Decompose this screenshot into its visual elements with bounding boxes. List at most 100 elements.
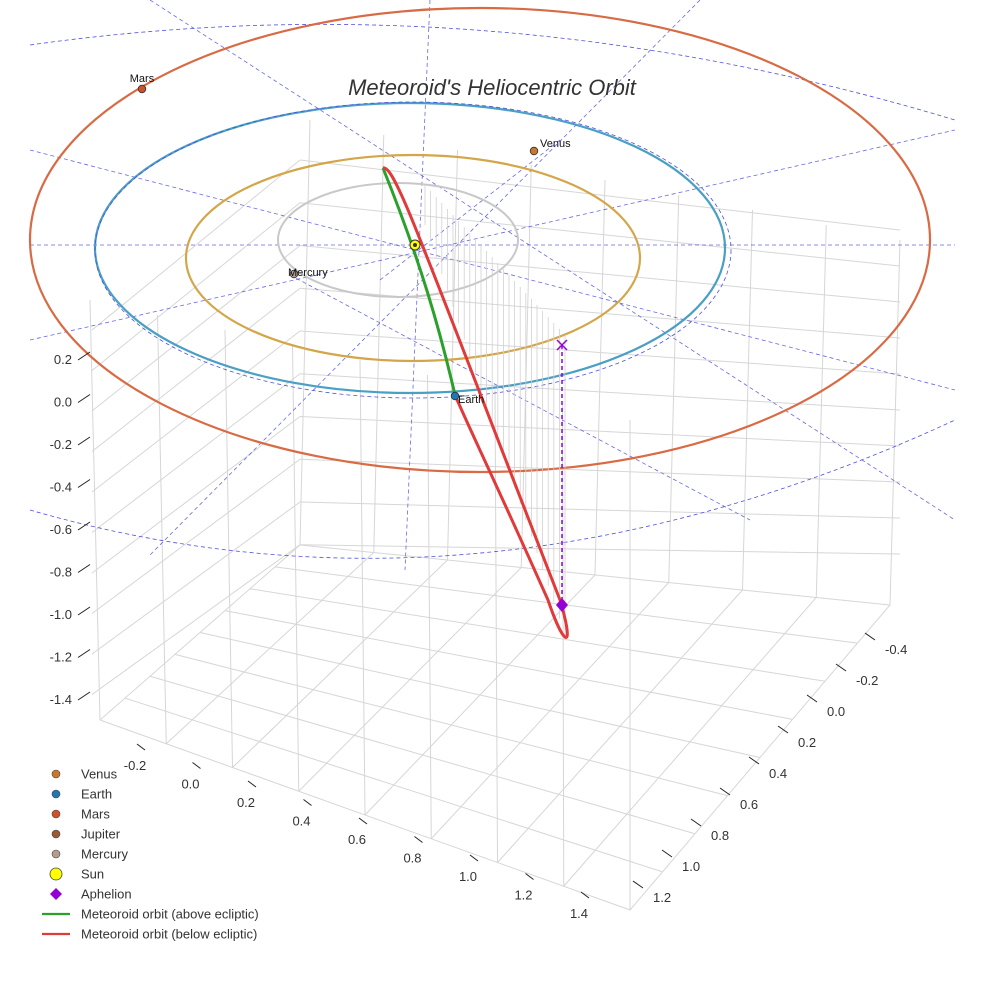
x-tick-label: 0.4 [769,766,787,781]
grid-line [91,373,301,533]
grid-line [299,159,901,231]
grid-line [299,544,901,555]
grid-line [224,610,793,720]
mercury-marker [289,269,299,279]
legend-label: Venus [81,767,118,782]
grid-line [497,589,743,863]
legend-earth-marker [51,789,61,799]
legend-label: Mercury [81,847,128,862]
guide-line [149,0,956,521]
z-tick-label: -0.2 [50,437,72,452]
grid-line [199,632,761,758]
x-tick-mark [835,663,847,672]
grid-line [668,194,680,583]
legend-label: Jupiter [81,827,121,842]
grid [89,119,901,911]
earth-orbit [93,101,727,395]
x-tick-label: 1.2 [653,890,671,905]
legend-label: Meteoroid orbit (above ecliptic) [81,907,259,922]
y-tick-label: 0.8 [403,851,421,866]
y-tick-mark [414,836,423,843]
grid-line [91,458,301,614]
y-tick-label: -0.2 [124,758,146,773]
grid-line [494,389,498,863]
z-tick-mark [77,351,91,361]
x-tick-label: 1.0 [682,859,700,874]
legend-jupiter-marker [51,829,61,839]
mercury-orbit [277,182,519,298]
y-tick-mark [580,891,590,899]
x-tick-mark [777,725,789,734]
legend-aphelion-marker [50,888,62,900]
legend: Venus Earth Mars Jupiter Mercury Sun Aphelion M… [42,767,259,942]
legend-sun-marker [49,867,63,881]
grid-line [889,239,901,606]
mars-marker [137,84,147,94]
venus-orbit [184,153,642,363]
x-tick-mark [748,756,760,765]
mercury-label: Mercury [288,267,328,279]
grid-line [299,245,901,303]
z-tick-label: -0.6 [50,522,72,537]
x-tick-label: 0.0 [827,704,845,719]
x-tick-mark [864,632,876,641]
grid-line [299,119,311,546]
grid-line [299,287,901,339]
grid-line [430,582,670,840]
sun-core [413,243,417,247]
grid-line [299,330,901,375]
earth-orbit-guide [94,101,732,399]
grid-line [594,179,606,576]
legend-label: Meteoroid orbit (below ecliptic) [81,927,257,942]
orbit-below-ecliptic [382,166,569,639]
y-tick-mark [192,762,201,769]
grid-line [299,202,901,267]
x-tick-label: 0.2 [798,735,816,750]
grid-line [563,597,817,887]
x-tick-mark [632,880,644,889]
venus-label: Venus [540,138,571,150]
grid-line [427,374,432,839]
grid-line [742,209,753,591]
grid-line [91,287,301,452]
y-tick-label: 1.4 [570,906,588,921]
legend-label: Mars [81,807,110,822]
y-tick-label: 0.0 [181,777,199,792]
grid-line [299,458,901,483]
guide-arc [29,419,956,559]
y-tick-mark [247,780,257,788]
x-tick-label: 0.8 [711,828,729,843]
y-tick-mark [303,799,312,806]
grid-line [91,416,301,574]
mars-label: Mars [130,73,155,85]
legend-venus-marker [51,769,61,779]
z-tick-mark [77,649,91,658]
z-tick-mark [77,436,91,446]
z-tick-label: -1.4 [50,692,72,707]
y-tick-mark [136,743,146,751]
guide-line [149,0,701,556]
aphelion-marker [556,598,568,612]
meteoroid-orbit [381,166,569,639]
z-tick-mark [77,394,91,403]
x-tick-mark [719,787,731,796]
grid-line [359,359,366,816]
grid-line [91,330,301,493]
grid-line [89,299,101,721]
grid-line [447,149,458,561]
z-tick-label: 0.2 [54,352,72,367]
grid-line [373,134,385,553]
x-tick-mark [806,694,818,703]
y-tick-label: 1.2 [514,888,532,903]
legend-label: Aphelion [81,887,132,902]
grid-line [91,159,301,331]
x-tick-mark [690,818,702,827]
z-tick-label: -0.4 [50,480,72,495]
z-tick-label: -1.0 [50,607,72,622]
legend-mercury-marker [51,849,61,859]
earth-label: Earth [458,394,484,406]
grid-line [292,344,300,792]
z-tick-mark [77,606,91,616]
z-tick-mark [77,691,91,701]
